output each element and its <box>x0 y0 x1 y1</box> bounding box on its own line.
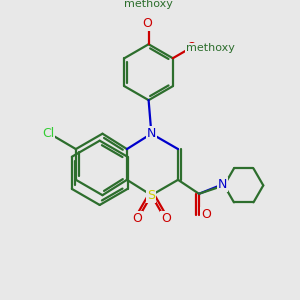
Text: methoxy: methoxy <box>124 0 173 9</box>
Text: O: O <box>142 17 152 30</box>
Text: O: O <box>201 208 211 221</box>
Text: O: O <box>186 40 196 53</box>
Text: O: O <box>161 212 171 225</box>
Text: N: N <box>218 178 227 190</box>
Text: S: S <box>147 189 155 202</box>
Text: methoxy: methoxy <box>186 44 235 53</box>
Text: Cl: Cl <box>42 127 54 140</box>
Text: N: N <box>147 127 156 140</box>
Text: O: O <box>132 212 142 225</box>
